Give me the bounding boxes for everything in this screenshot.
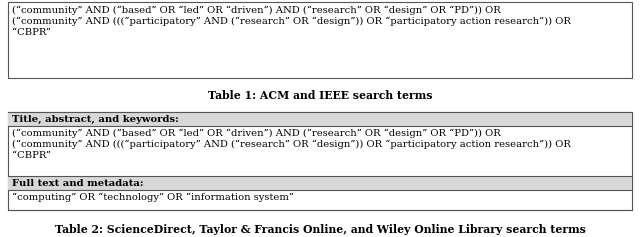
Text: Table 1: ACM and IEEE search terms: Table 1: ACM and IEEE search terms [208, 90, 432, 101]
Text: “computing” OR “technology” OR “information system”: “computing” OR “technology” OR “informat… [12, 193, 294, 202]
Bar [8, 112, 632, 126]
Bar [8, 112, 632, 210]
Text: Title, abstract, and keywords:: Title, abstract, and keywords: [12, 114, 179, 123]
Bar [8, 2, 632, 78]
Text: (“community” AND (“based” OR “led” OR “driven”) AND (“research” OR “design” OR “: (“community” AND (“based” OR “led” OR “d… [12, 6, 571, 36]
Text: Table 2: ScienceDirect, Taylor & Francis Online, and Wiley Online Library search: Table 2: ScienceDirect, Taylor & Francis… [54, 224, 586, 235]
Text: Full text and metadata:: Full text and metadata: [12, 178, 143, 187]
Bar [8, 176, 632, 190]
Text: (“community” AND (“based” OR “led” OR “driven”) AND (“research” OR “design” OR “: (“community” AND (“based” OR “led” OR “d… [12, 129, 571, 160]
